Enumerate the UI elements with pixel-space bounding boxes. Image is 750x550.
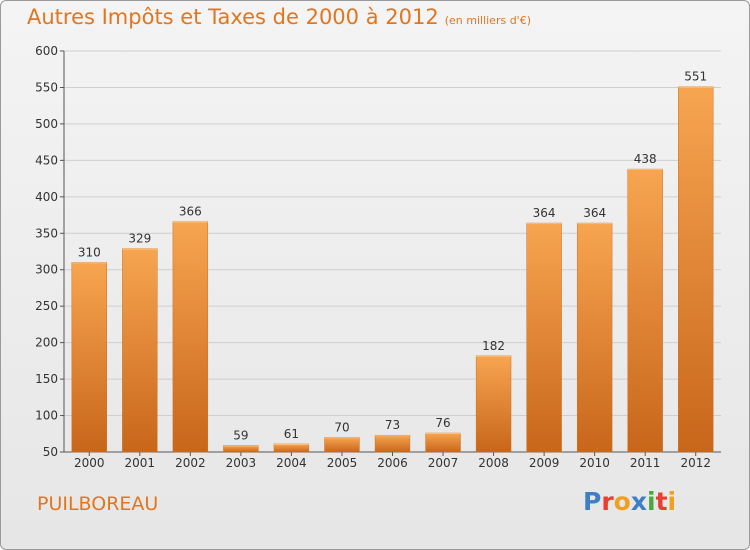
x-tick-label: 2003	[226, 456, 257, 470]
y-tick-label: 600	[35, 44, 58, 58]
y-tick-label: 50	[43, 445, 58, 459]
bars	[71, 86, 714, 453]
bar	[627, 168, 663, 453]
y-tick-label: 400	[35, 190, 58, 204]
data-label: 73	[385, 418, 400, 432]
data-label: 438	[634, 152, 657, 166]
bar	[71, 262, 107, 453]
proxiti-logo: Proxiti	[583, 487, 676, 516]
data-label: 59	[233, 428, 248, 442]
data-label: 70	[334, 420, 349, 434]
y-tick-label: 500	[35, 117, 58, 131]
x-tick-label: 2001	[125, 456, 156, 470]
logo-letter: i	[647, 487, 656, 516]
x-tick-label: 2009	[529, 456, 560, 470]
x-tick-label: 2010	[579, 456, 610, 470]
data-label: 182	[482, 339, 505, 353]
bar	[576, 222, 613, 453]
data-label: 364	[583, 206, 606, 220]
x-tick-label: 2000	[74, 456, 105, 470]
data-label: 61	[284, 427, 299, 441]
y-tick-label: 150	[35, 372, 58, 386]
logo-letter: o	[613, 487, 631, 516]
logo-letter: x	[630, 487, 647, 516]
chart-title: Autres Impôts et Taxes de 2000 à 2012 (en…	[27, 5, 531, 29]
bar	[526, 222, 562, 453]
bar	[374, 434, 411, 453]
chart-title-unit: (en milliers d'€)	[444, 14, 531, 27]
data-label: 329	[128, 232, 151, 246]
data-label: 366	[179, 205, 202, 219]
bar	[324, 437, 360, 453]
data-label: 551	[684, 70, 707, 84]
value-labels: 310 329 366 59 61 70 73 76 182 364 364 438 551	[78, 70, 707, 443]
chart-title-main: Autres Impôts et Taxes de 2000 à 2012	[27, 5, 439, 29]
x-tick-label: 2007	[428, 456, 459, 470]
x-tick-label: 2012	[680, 456, 711, 470]
tick-labels: 50 100 150 200 250 300 350 400 450 500 550 600 2000 2…	[35, 44, 711, 470]
x-tick-label: 2006	[377, 456, 408, 470]
data-label: 310	[78, 245, 101, 259]
x-tick-label: 2004	[276, 456, 307, 470]
data-label: 364	[533, 206, 556, 220]
data-label: 76	[435, 416, 450, 430]
y-tick-label: 250	[35, 299, 58, 313]
bar	[273, 443, 310, 453]
y-tick-label: 200	[35, 336, 58, 350]
logo-letter: i	[667, 487, 677, 516]
x-tick-label: 2008	[478, 456, 509, 470]
bar	[678, 86, 714, 453]
x-tick-label: 2002	[175, 456, 206, 470]
y-tick-label: 350	[35, 226, 58, 240]
bar	[122, 248, 158, 453]
commune-name: PUILBOREAU	[37, 493, 159, 515]
logo-letter: P	[583, 487, 602, 516]
logo-letter: r	[601, 487, 614, 516]
y-tick-label: 300	[35, 263, 58, 277]
logo-letter: t	[655, 487, 668, 516]
axes	[60, 50, 721, 456]
x-tick-label: 2005	[327, 456, 358, 470]
bar	[425, 432, 461, 453]
y-tick-label: 100	[35, 409, 58, 423]
grid-lines	[64, 50, 721, 417]
y-tick-label: 550	[35, 80, 58, 94]
y-tick-label: 450	[35, 153, 58, 167]
x-tick-label: 2011	[630, 456, 661, 470]
bar	[172, 221, 209, 453]
bar	[475, 355, 512, 453]
